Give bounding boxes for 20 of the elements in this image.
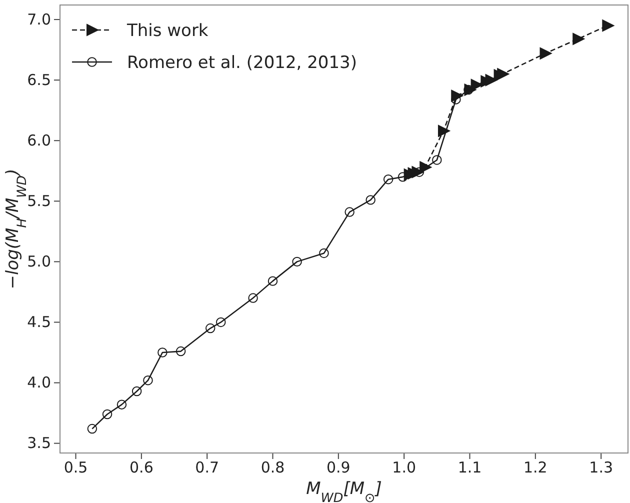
y-tick-label: 5.5: [27, 192, 51, 210]
y-tick-label: 7.0: [27, 10, 51, 28]
y-tick-label: 4.0: [27, 374, 51, 392]
y-tick-label: 5.0: [27, 252, 51, 270]
x-tick-label: 1.2: [523, 458, 548, 477]
x-tick-label: 0.9: [326, 458, 350, 477]
x-tick-label: 1.1: [458, 458, 482, 477]
y-tick-label: 3.5: [27, 434, 51, 452]
x-tick-label: 0.7: [195, 458, 220, 477]
x-tick-label: 0.5: [64, 458, 88, 477]
x-axis-title: M$_{WD}$[M$_{⊙}$]: [306, 479, 382, 503]
y-tick-label: 4.5: [27, 313, 51, 332]
x-tick-label: 0.8: [260, 458, 285, 477]
legend-label: Romero et al. (2012, 2013): [127, 53, 357, 73]
y-tick-label: 6.5: [27, 70, 51, 89]
x-tick-label: 0.6: [129, 458, 154, 477]
x-tick-label: 1.0: [392, 458, 416, 477]
x-tick-label: 1.3: [589, 458, 614, 477]
legend-label: This work: [126, 21, 208, 41]
y-tick-label: 6.0: [27, 131, 51, 150]
